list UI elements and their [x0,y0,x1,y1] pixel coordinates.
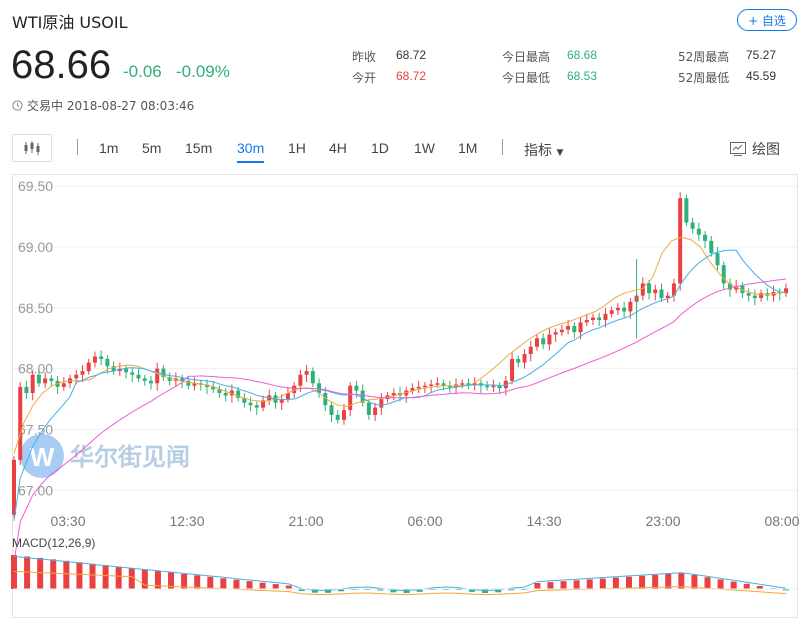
draw-tool-button[interactable]: 绘图 [730,139,780,159]
period-tab-1m[interactable]: 1m [99,140,119,156]
last-price: 68.66 [11,43,112,87]
chart-frame [12,174,798,618]
day-low-value: 68.53 [567,69,598,83]
chart-type-button[interactable] [12,134,52,162]
week52-high-label: 52周最高 [678,50,730,64]
period-tab-1H[interactable]: 1H [288,140,306,156]
indicator-label: 指标 [524,143,552,159]
open-value: 68.72 [396,69,427,83]
period-tab-1D[interactable]: 1D [371,140,389,156]
day-high-value: 68.68 [567,48,598,62]
week52-low-value: 45.59 [746,69,777,83]
chart-toolbar: 1m 5m 15m 30m 1H 4H 1D 1W 1M 指标 ▼ 绘图 [12,134,798,163]
caret-down-icon: ▼ [556,148,564,158]
clock-icon [12,100,23,111]
trading-status: 交易中 2018-08-27 08:03:46 [12,97,194,114]
trading-status-text: 交易中 2018-08-27 08:03:46 [27,99,195,113]
period-tab-4H[interactable]: 4H [329,140,347,156]
period-tab-5m[interactable]: 5m [142,140,162,156]
week52-high-value: 75.27 [746,48,777,62]
price-change-percent: -0.09% [176,62,230,81]
toolbar-divider [77,139,78,155]
drawing-icon [730,142,746,156]
add-to-watchlist-button[interactable]: + 自选 [737,9,797,31]
day-high-label: 今日最高 [502,50,551,64]
prev-close-label: 昨收 [352,50,377,64]
prev-close-value: 68.72 [396,48,427,62]
candlestick-icon [24,141,40,155]
period-tab-1M[interactable]: 1M [458,140,478,156]
instrument-title: WTI原油 USOIL [12,13,128,32]
period-tab-1W[interactable]: 1W [414,140,435,156]
indicator-dropdown[interactable]: 指标 ▼ [524,140,563,160]
day-low-label: 今日最低 [502,71,551,85]
toolbar-divider [502,139,503,155]
price-change: -0.06 [123,62,162,81]
period-tab-30m[interactable]: 30m [237,140,265,163]
draw-label: 绘图 [752,142,780,158]
week52-low-label: 52周最低 [678,71,730,85]
period-tab-15m[interactable]: 15m [185,140,213,156]
open-label: 今开 [352,71,377,85]
